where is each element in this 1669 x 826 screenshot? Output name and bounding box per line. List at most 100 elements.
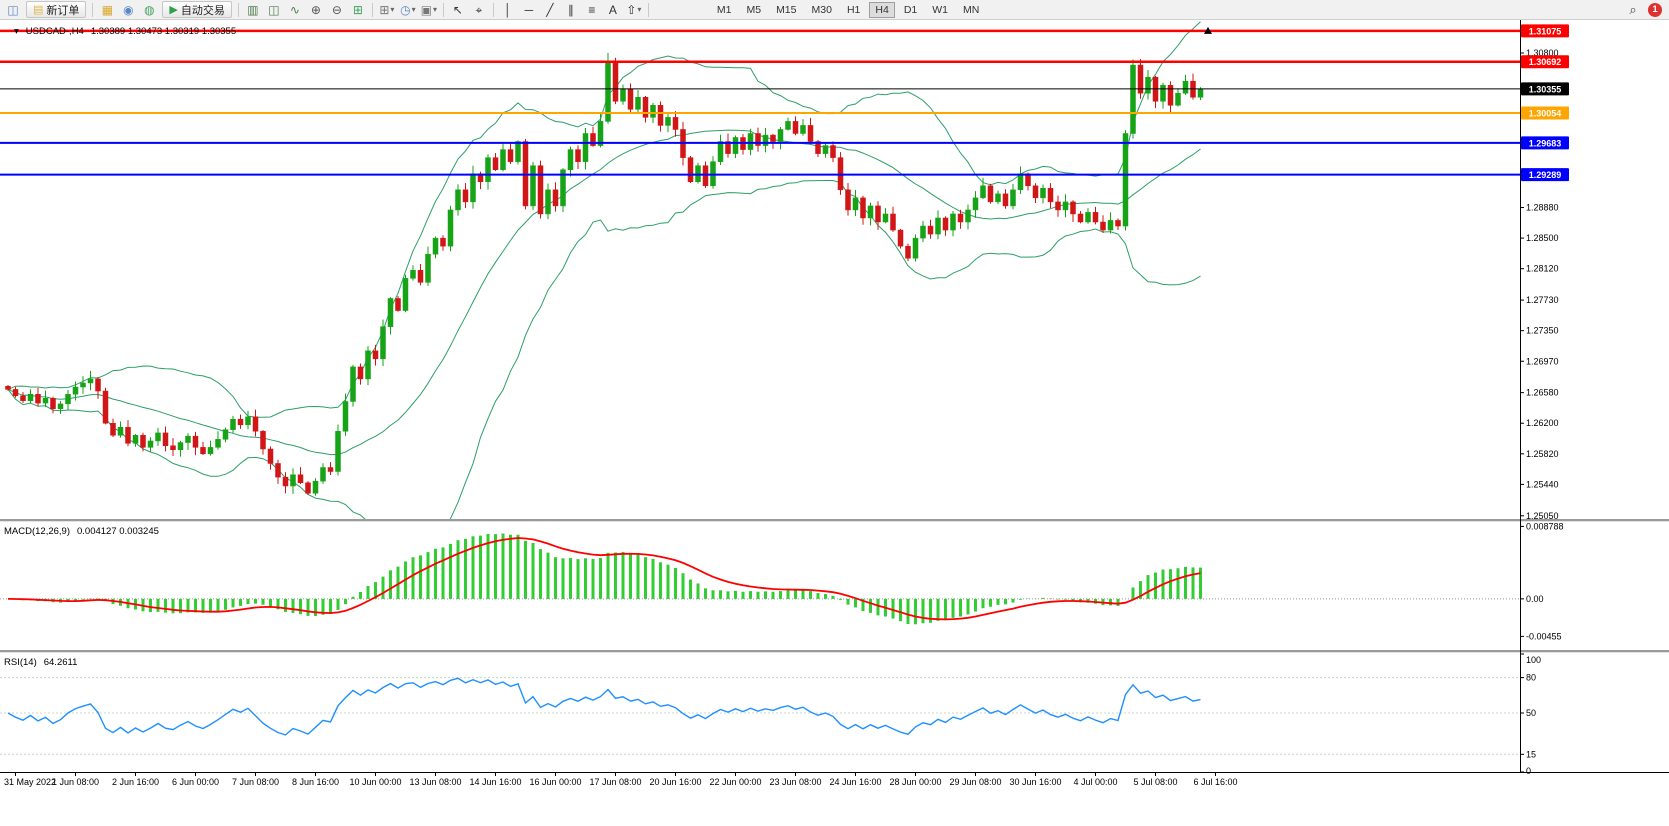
time-label[interactable]: 6 Jun 00:00 (172, 777, 219, 787)
candle-body (830, 145, 836, 158)
time-label[interactable]: 23 Jun 08:00 (769, 777, 821, 787)
new-chart-icon[interactable]: ⊞ ▾ (377, 2, 397, 18)
time-label[interactable]: 28 Jun 00:00 (889, 777, 941, 787)
time-label[interactable]: 6 Jul 16:00 (1193, 777, 1237, 787)
time-label[interactable]: 29 Jun 08:00 (949, 777, 1001, 787)
rsi-axis-label: 80 (1526, 673, 1536, 683)
crosshair-icon[interactable]: ⌖ (469, 2, 489, 18)
candle-body (642, 97, 649, 118)
candle-body (320, 467, 326, 482)
timeframe-h4[interactable]: H4 (869, 1, 895, 18)
rsi-axis-label: 15 (1526, 749, 1536, 759)
candle-body (140, 435, 146, 448)
templates-icon[interactable]: ▣ ▾ (419, 2, 439, 18)
chart-canvas[interactable]: 1.30800 1.28880 1.28500 1.28120 1.27730 1.273… (0, 20, 1669, 826)
notification-badge[interactable]: 1 (1648, 2, 1662, 17)
candle-body (987, 185, 994, 203)
time-label[interactable]: 30 Jun 16:00 (1009, 777, 1061, 787)
candle-body (1092, 212, 1099, 223)
candle-body (785, 121, 791, 130)
candle-body (890, 213, 896, 231)
channel-icon[interactable]: ∥ (561, 2, 581, 18)
autotrading-button-label: 自动交易 (180, 4, 225, 17)
navigator-icon[interactable]: ◉ (118, 2, 138, 18)
search-icon[interactable]: ⌕ (1629, 2, 1637, 17)
timeframe-mn[interactable]: MN (963, 3, 980, 16)
candle-body (192, 435, 199, 448)
candle-body (537, 165, 544, 215)
fibonacci-icon[interactable]: ≡ (582, 2, 602, 18)
candlestick-type-icon[interactable]: ◫ (264, 2, 284, 18)
price-tick-label: 1.28880 (1526, 203, 1559, 213)
candle-body (545, 189, 551, 215)
chart-profiles-icon[interactable]: ◷ ▾ (398, 2, 418, 18)
candle-body (582, 133, 589, 162)
time-label[interactable]: 16 Jun 00:00 (529, 777, 581, 787)
candle-body (687, 157, 694, 183)
trendline-icon[interactable]: ╱ (540, 2, 560, 18)
candle-body (207, 447, 214, 455)
candle-body (1047, 187, 1054, 203)
vertical-line-icon[interactable]: │ (498, 2, 518, 18)
time-label[interactable]: 7 Jun 08:00 (232, 777, 279, 787)
toolbar-separator (371, 2, 373, 17)
time-label[interactable]: 10 Jun 00:00 (349, 777, 401, 787)
timeframe-m5[interactable]: M5 (746, 3, 762, 16)
candle-body (1017, 173, 1024, 191)
price-badge (1521, 136, 1569, 150)
arrows-icon[interactable]: ⇧ ▾ (624, 2, 644, 18)
candle-body (815, 141, 821, 154)
zoom-in-icon[interactable]: ⊕ (306, 2, 326, 18)
chart-window-icon[interactable]: ◫ (3, 2, 23, 18)
candle-body (762, 134, 769, 146)
candle-body (650, 105, 656, 118)
timeframe-d1[interactable]: D1 (903, 3, 918, 16)
pane-separator[interactable] (0, 650, 1669, 652)
autotrading-button[interactable]: ▶ 自动交易 (162, 1, 232, 18)
time-label[interactable]: 8 Jun 16:00 (292, 777, 339, 787)
price-tick-label: 1.27350 (1526, 326, 1559, 336)
candle-body (402, 278, 409, 311)
line-chart-type-icon[interactable]: ∿ (285, 2, 305, 18)
candle-body (372, 350, 379, 360)
dropdown-caret-icon: ▾ (637, 4, 642, 14)
time-label[interactable]: 14 Jun 16:00 (469, 777, 521, 787)
candle-body (27, 394, 34, 401)
zoom-out-icon[interactable]: ⊖ (327, 2, 347, 18)
up-arrow-marker[interactable] (1204, 26, 1212, 34)
price-badge-label: 1.29683 (1529, 138, 1562, 148)
time-label[interactable]: 13 Jun 08:00 (409, 777, 461, 787)
time-label[interactable]: 17 Jun 08:00 (589, 777, 641, 787)
text-icon[interactable]: A (603, 2, 623, 18)
candle-body (1107, 220, 1114, 231)
candle-body (267, 448, 274, 464)
time-label[interactable]: 22 Jun 00:00 (709, 777, 761, 787)
cursor-icon[interactable]: ↖ (448, 2, 468, 18)
timeframe-m1[interactable]: M1 (716, 3, 732, 16)
time-label[interactable]: 31 May 2022 (4, 777, 56, 787)
trendline-icon: ╱ (546, 2, 554, 17)
horizontal-line-icon[interactable]: ─ (519, 2, 539, 18)
candle-body (42, 398, 49, 404)
macd-signal-line (7, 537, 1201, 621)
time-label[interactable]: 4 Jul 00:00 (1073, 777, 1117, 787)
pane-separator[interactable] (0, 519, 1669, 521)
symbol-collapse-icon[interactable]: ▾ (14, 26, 19, 37)
timeframe-m30[interactable]: M30 (811, 3, 832, 16)
timeframe-m15[interactable]: M15 (776, 3, 797, 16)
candle-body (312, 480, 319, 494)
candle-body (1077, 213, 1084, 223)
time-label[interactable]: 1 Jun 08:00 (52, 777, 99, 787)
time-label[interactable]: 24 Jun 16:00 (829, 777, 881, 787)
timeframe-h1[interactable]: H1 (846, 3, 861, 16)
candle-body (777, 129, 784, 142)
time-label[interactable]: 2 Jun 16:00 (112, 777, 159, 787)
new-order-button[interactable]: ▤ 新订单 (26, 1, 87, 18)
profiles-icon[interactable]: ▦ (97, 2, 117, 18)
bar-chart-type-icon[interactable]: ▥ (243, 2, 263, 18)
timeframe-w1[interactable]: W1 (932, 3, 948, 16)
time-label[interactable]: 20 Jun 16:00 (649, 777, 701, 787)
tile-windows-icon[interactable]: ⊞ (348, 2, 368, 18)
terminal-icon[interactable]: ◍ (139, 2, 159, 18)
time-label[interactable]: 5 Jul 08:00 (1133, 777, 1177, 787)
